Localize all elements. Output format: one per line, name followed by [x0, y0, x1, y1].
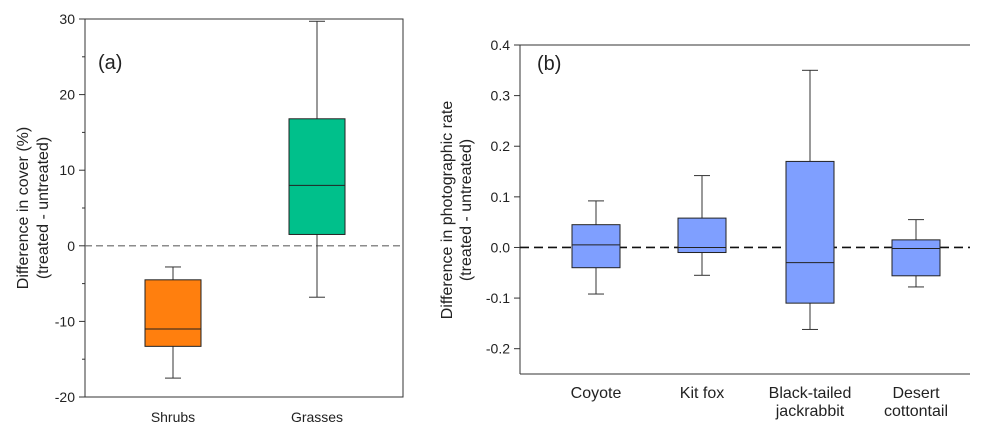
y-axis-label-line1: Difference in cover (%) [15, 127, 32, 289]
box-body [144, 279, 202, 347]
y-tick-label: 0.0 [491, 239, 511, 255]
y-tick-label: 10 [59, 162, 75, 178]
panel-b-photographic-rate-chart: -0.2 -0.1 0.0 0.1 0.2 0.3 0.4 Coyote Kit fox Blac… [439, 37, 970, 420]
box-shrubs [144, 266, 202, 379]
box-body [288, 118, 346, 235]
box-body [677, 217, 727, 254]
y-tick-label: 0.2 [491, 138, 511, 154]
box-coyote [571, 200, 621, 295]
panel-label: (b) [537, 53, 561, 75]
y-tick-label: 0.4 [491, 37, 511, 53]
x-category-label: Kit fox [680, 385, 724, 402]
y-axis-label-line2: (treated - untreated) [35, 137, 52, 279]
panel-label: (a) [98, 52, 122, 74]
x-category-label: Grasses [291, 409, 343, 425]
y-tick-label: -20 [55, 389, 75, 405]
x-category-label: cottontail [884, 403, 948, 420]
y-tick-label: 0 [67, 238, 75, 254]
y-axis-label-line2: (treated - untreated) [458, 139, 475, 281]
y-tick-label: 20 [59, 87, 75, 103]
x-category-label: jackrabbit [775, 403, 845, 420]
y-tick-label: 0.1 [491, 189, 511, 205]
box-body [891, 239, 941, 277]
y-tick-label: -0.1 [486, 290, 510, 306]
x-category-label: Shrubs [151, 409, 195, 425]
panel-a-cover-chart: -20 -10 0 10 20 30 Shrubs Grasses (a) Difference … [15, 11, 404, 425]
x-category-label: Desert [892, 385, 940, 402]
x-category-label: Black-tailed [769, 385, 852, 402]
y-tick-label: 30 [59, 11, 75, 27]
y-tick-label: -10 [55, 313, 75, 329]
box-desert-cottontail [891, 219, 941, 288]
y-tick-label: 0.3 [491, 88, 511, 104]
y-tick-label: -0.2 [486, 341, 510, 357]
y-axis-label-line1: Difference in photographic rate [439, 101, 456, 320]
x-category-label: Coyote [571, 385, 622, 402]
box-kit-fox [677, 175, 727, 276]
box-black-tailed-jackrabbit [785, 69, 835, 330]
box-body [785, 160, 835, 304]
box-body [571, 224, 621, 269]
plot-frame [84, 18, 404, 398]
box-grasses [288, 20, 346, 298]
